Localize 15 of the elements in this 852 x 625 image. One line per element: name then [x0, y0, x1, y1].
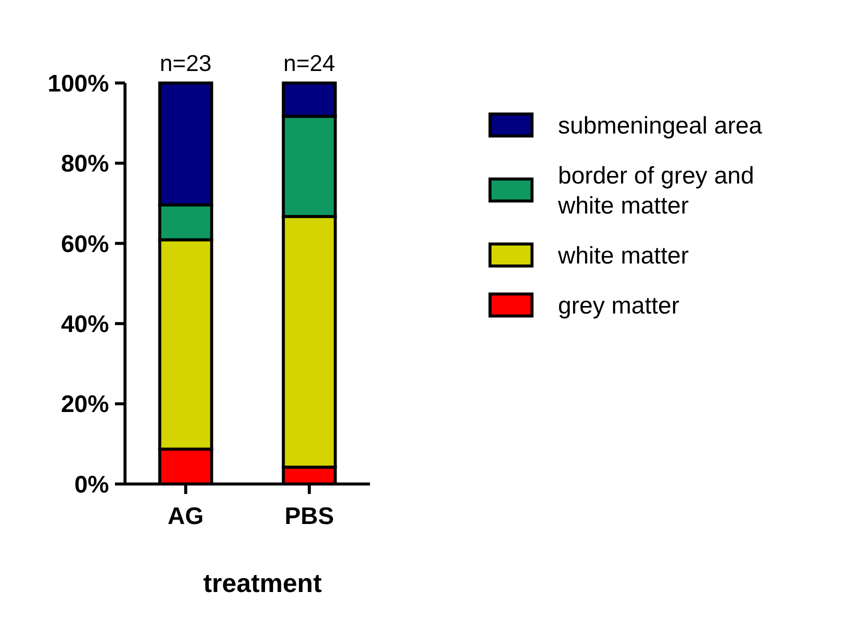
y-tick-label: 80%	[60, 150, 109, 178]
y-tick-label: 40%	[60, 311, 109, 338]
x-axis-title: treatment	[203, 568, 322, 598]
y-tick-label: 100%	[48, 70, 109, 98]
annotation: n=24	[283, 50, 336, 76]
legend-label: grey matter	[558, 292, 680, 320]
y-tick-label: 0%	[74, 471, 109, 498]
legend-label: submeningeal area	[558, 112, 763, 140]
y-tick-label: 60%	[60, 230, 109, 258]
legend-label: white matter	[557, 242, 689, 270]
x-tick-label: AG	[168, 503, 204, 530]
legend-label: border of grey and white matter	[557, 162, 754, 220]
x-tick-label: PBS	[284, 503, 334, 530]
y-tick-label: 20%	[60, 391, 109, 418]
annotation: n=23	[160, 50, 212, 76]
